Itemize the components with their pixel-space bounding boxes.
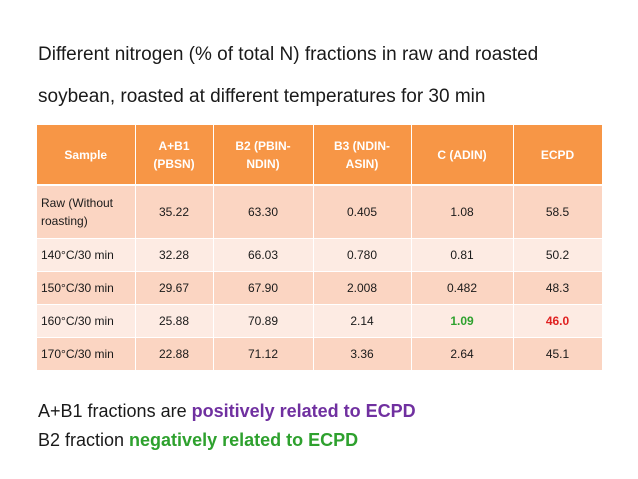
- cell-b2: 63.30: [213, 185, 314, 239]
- cell-a-b1: 22.88: [135, 337, 214, 371]
- cell-ecpd: 48.3: [513, 271, 603, 305]
- cell-b3: 2.008: [313, 271, 412, 305]
- cell-sample: 140°C/30 min: [37, 238, 136, 272]
- cell-c: 1.08: [411, 185, 514, 239]
- table-row: 170°C/30 min 22.88 71.12 3.36 2.64 45.1: [37, 337, 603, 371]
- table-row: 150°C/30 min 29.67 67.90 2.008 0.482 48.…: [37, 271, 603, 305]
- cell-b3: 2.14: [313, 304, 412, 338]
- table-row: 140°C/30 min 32.28 66.03 0.780 0.81 50.2: [37, 238, 603, 272]
- nitrogen-fractions-table-container: Sample A+B1 (PBSN) B2 (PBIN- NDIN) B3 (NDI…: [37, 125, 603, 371]
- note-positive-relation: A+B1 fractions are positively related to…: [38, 401, 618, 422]
- cell-ecpd: 58.5: [513, 185, 603, 239]
- cell-b3: 3.36: [313, 337, 412, 371]
- cell-c: 0.81: [411, 238, 514, 272]
- cell-ecpd: 45.1: [513, 337, 603, 371]
- header-sample: Sample: [37, 125, 136, 186]
- note-negative-relation: B2 fraction negatively related to ECPD: [38, 430, 618, 451]
- header-ecpd: ECPD: [513, 125, 603, 186]
- cell-a-b1: 29.67: [135, 271, 214, 305]
- cell-sample: 150°C/30 min: [37, 271, 136, 305]
- title-line-2: soybean, roasted at different temperatur…: [38, 86, 486, 107]
- header-c: C (ADIN): [411, 125, 514, 186]
- cell-c: 2.64: [411, 337, 514, 371]
- header-b2: B2 (PBIN- NDIN): [213, 125, 314, 186]
- note-1-highlight: positively related to ECPD: [191, 401, 416, 421]
- cell-c: 0.482: [411, 271, 514, 305]
- cell-sample: 170°C/30 min: [37, 337, 136, 371]
- note-2-prefix: B2 fraction: [38, 430, 130, 450]
- header-a-b1: A+B1 (PBSN): [135, 125, 214, 186]
- cell-ecpd: 50.2: [513, 238, 603, 272]
- cell-b2: 71.12: [213, 337, 314, 371]
- cell-b3: 0.780: [313, 238, 412, 272]
- cell-ecpd-highlight: 46.0: [513, 304, 603, 338]
- cell-a-b1: 35.22: [135, 185, 214, 239]
- cell-c-highlight: 1.09: [411, 304, 514, 338]
- header-b3: B3 (NDIN- ASIN): [313, 125, 412, 186]
- cell-a-b1: 32.28: [135, 238, 214, 272]
- cell-sample: Raw (Without roasting): [37, 185, 136, 239]
- title-line-1: Different nitrogen (% of total N) fracti…: [38, 44, 539, 65]
- cell-b2: 70.89: [213, 304, 314, 338]
- table-header-row: Sample A+B1 (PBSN) B2 (PBIN- NDIN) B3 (NDI…: [37, 125, 603, 186]
- note-1-prefix: A+B1 fractions are: [38, 401, 192, 421]
- nitrogen-fractions-table: Sample A+B1 (PBSN) B2 (PBIN- NDIN) B3 (NDI…: [37, 125, 603, 371]
- cell-b2: 66.03: [213, 238, 314, 272]
- slide-title: Different nitrogen (% of total N) fracti…: [38, 34, 618, 118]
- cell-b2: 67.90: [213, 271, 314, 305]
- note-2-highlight: negatively related to ECPD: [129, 430, 359, 450]
- cell-sample: 160°C/30 min: [37, 304, 136, 338]
- cell-b3: 0.405: [313, 185, 412, 239]
- table-row: 160°C/30 min 25.88 70.89 2.14 1.09 46.0: [37, 304, 603, 338]
- cell-a-b1: 25.88: [135, 304, 214, 338]
- table-row: Raw (Without roasting) 35.22 63.30 0.405 …: [37, 185, 603, 239]
